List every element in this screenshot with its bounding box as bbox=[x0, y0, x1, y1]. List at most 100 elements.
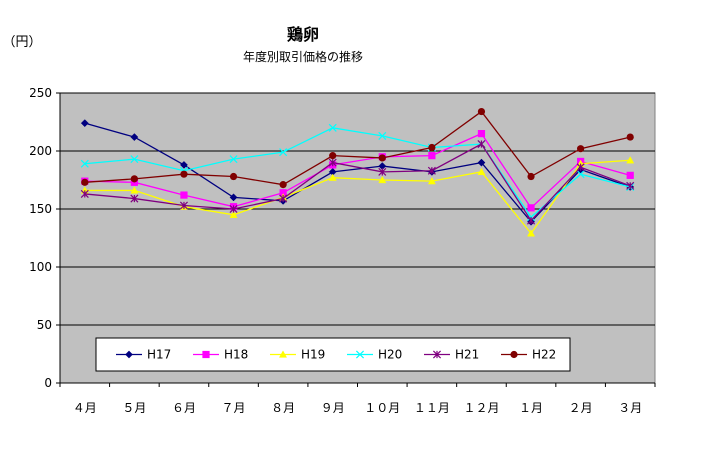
gridlines bbox=[60, 92, 655, 326]
data-point-marker bbox=[130, 155, 139, 164]
legend-item-h17: H17 bbox=[116, 348, 171, 362]
data-point-marker bbox=[229, 204, 238, 214]
series-line bbox=[84, 122, 631, 223]
data-point-marker bbox=[81, 178, 89, 186]
series-line bbox=[84, 143, 631, 222]
data-point-marker bbox=[180, 160, 188, 169]
data-point-marker bbox=[626, 133, 634, 141]
data-point-marker bbox=[80, 189, 89, 198]
data-point-marker bbox=[427, 177, 436, 185]
x-tick-label: ２月 bbox=[569, 401, 593, 415]
data-point-marker bbox=[80, 159, 89, 168]
data-point-marker bbox=[577, 145, 585, 153]
data-point-marker bbox=[576, 170, 585, 179]
data-point-marker bbox=[527, 216, 536, 225]
legend-label: H21 bbox=[455, 348, 479, 362]
data-point-marker bbox=[130, 186, 139, 194]
x-tick-label: ８月 bbox=[271, 401, 295, 415]
series-line bbox=[84, 127, 631, 219]
data-point-marker bbox=[626, 181, 635, 190]
data-point-marker bbox=[477, 107, 486, 116]
data-point-marker bbox=[355, 350, 365, 359]
series-line bbox=[84, 110, 631, 186]
legend-item-h21: H21 bbox=[424, 348, 479, 362]
y-tick-label: 200 bbox=[29, 144, 52, 158]
data-point-marker bbox=[229, 172, 238, 181]
data-point-marker bbox=[80, 119, 89, 128]
y-tick-label: 100 bbox=[29, 260, 52, 274]
legend-item-h22: H22 bbox=[501, 348, 556, 362]
data-point-marker bbox=[477, 140, 486, 149]
x-tick-label: １０月 bbox=[364, 401, 400, 415]
data-point-marker bbox=[130, 175, 138, 183]
data-point-marker bbox=[180, 170, 188, 178]
data-point-marker bbox=[278, 350, 288, 358]
x-tick-label: ４月 bbox=[73, 401, 97, 415]
y-tick-label: 250 bbox=[29, 86, 52, 100]
y-axis-ticks: 0 50 100 150 200 250 bbox=[29, 86, 61, 390]
legend-item-h18: H18 bbox=[193, 348, 248, 362]
series-line bbox=[84, 132, 631, 209]
x-tick-label: １１月 bbox=[414, 401, 450, 415]
data-point-marker bbox=[328, 123, 337, 132]
legend-label: H18 bbox=[224, 348, 248, 362]
data-point-marker bbox=[378, 167, 387, 176]
data-point-marker bbox=[378, 154, 386, 162]
chart-title: 鶏卵 bbox=[287, 25, 319, 44]
x-tick-label: ３月 bbox=[618, 401, 642, 415]
data-point-marker bbox=[428, 143, 436, 152]
plot-area bbox=[59, 92, 656, 384]
data-point-marker bbox=[329, 152, 337, 160]
y-tick-label: 50 bbox=[37, 318, 52, 332]
data-point-marker bbox=[432, 350, 442, 359]
data-point-marker bbox=[477, 167, 486, 176]
legend-label: H17 bbox=[147, 348, 171, 362]
y-tick-label: 0 bbox=[44, 376, 52, 390]
data-point-marker bbox=[202, 350, 210, 359]
series-layer bbox=[80, 107, 635, 237]
chart-subtitle: 年度別取引価格の推移 bbox=[243, 49, 363, 64]
data-point-marker bbox=[130, 194, 139, 203]
data-point-marker bbox=[510, 350, 518, 359]
legend-label: H19 bbox=[301, 348, 325, 362]
data-point-marker bbox=[179, 201, 188, 210]
series-h22 bbox=[81, 107, 634, 189]
data-point-marker bbox=[626, 156, 635, 164]
data-point-marker bbox=[378, 175, 387, 184]
y-tick-label: 150 bbox=[29, 202, 52, 216]
data-point-marker bbox=[527, 172, 535, 181]
data-point-marker bbox=[527, 229, 536, 237]
data-point-marker bbox=[576, 163, 585, 172]
legend-label: H22 bbox=[532, 348, 556, 362]
data-point-marker bbox=[378, 131, 387, 140]
legend-item-h20: H20 bbox=[347, 348, 402, 362]
legend-box bbox=[95, 337, 571, 372]
data-point-marker bbox=[477, 158, 486, 167]
data-point-marker bbox=[229, 155, 238, 164]
y-axis-unit-label: （円） bbox=[2, 35, 41, 50]
x-tick-label: ６月 bbox=[172, 401, 196, 415]
data-point-marker bbox=[527, 204, 535, 212]
data-point-marker bbox=[229, 193, 238, 202]
data-point-marker bbox=[626, 171, 634, 179]
data-point-marker bbox=[328, 173, 337, 181]
data-point-marker bbox=[279, 148, 288, 157]
data-point-marker bbox=[125, 350, 133, 359]
x-tick-label: ９月 bbox=[321, 401, 345, 415]
x-tick-label: ７月 bbox=[222, 401, 246, 415]
legend: H17 H18 H19 H20 H21 H22 bbox=[95, 337, 571, 372]
data-point-marker bbox=[279, 194, 288, 203]
x-axis-ticks: ４月 ５月 ６月 ７月 ８月 ９月 １０月 １１月 １２月 １月 ２月 ３月 bbox=[59, 382, 656, 415]
data-point-marker bbox=[427, 166, 436, 175]
data-point-marker bbox=[229, 210, 238, 218]
series-h21 bbox=[80, 140, 635, 225]
data-point-marker bbox=[180, 191, 188, 199]
data-point-marker bbox=[428, 152, 436, 160]
data-point-marker bbox=[279, 189, 287, 197]
x-tick-label: １２月 bbox=[463, 401, 499, 415]
legend-item-h19: H19 bbox=[270, 348, 325, 362]
data-point-marker bbox=[279, 181, 287, 189]
data-point-marker bbox=[130, 133, 139, 142]
x-tick-label: ５月 bbox=[122, 401, 146, 415]
